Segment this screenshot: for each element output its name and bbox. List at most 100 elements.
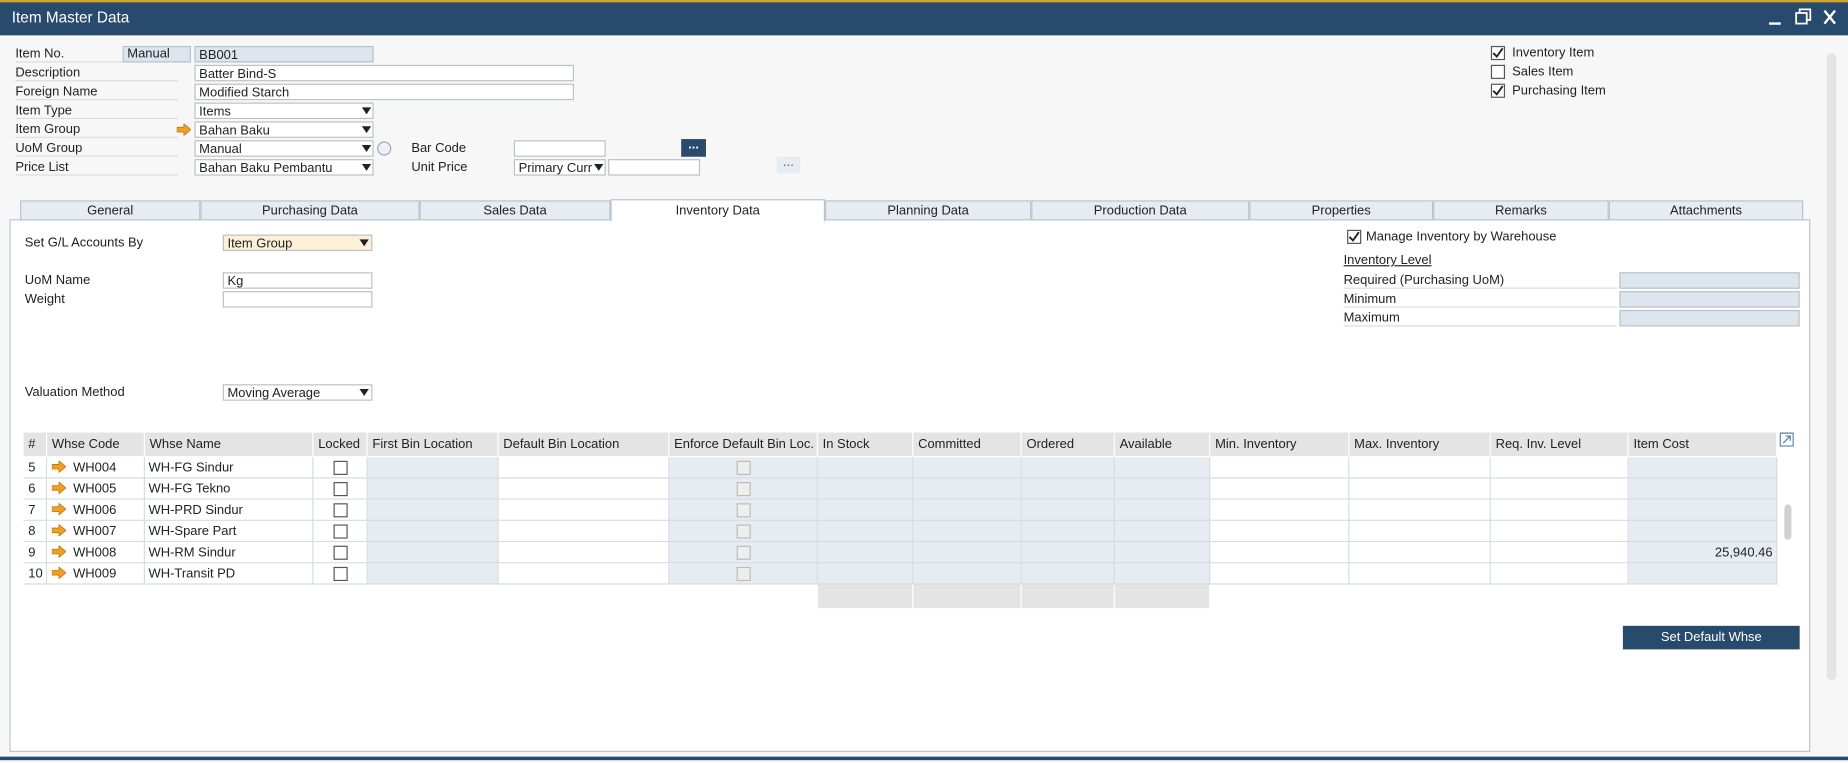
column-header[interactable]: Min. Inventory xyxy=(1210,432,1350,457)
checkbox[interactable] xyxy=(333,503,348,518)
checkbox xyxy=(736,460,751,475)
checkbox[interactable] xyxy=(333,566,348,582)
checkbox[interactable] xyxy=(333,545,348,560)
table-cell xyxy=(1628,520,1778,543)
field-label: Bar Code xyxy=(411,141,467,156)
field-input[interactable]: Manual xyxy=(194,140,374,157)
link-icon[interactable] xyxy=(51,481,67,495)
checkbox[interactable] xyxy=(1490,45,1506,61)
field-input[interactable]: Modified Starch xyxy=(194,83,574,101)
tab[interactable]: Remarks xyxy=(1433,200,1609,221)
link-arrow[interactable] xyxy=(51,566,67,580)
button[interactable]: Set Default Whse xyxy=(1622,625,1800,650)
link-icon[interactable] xyxy=(51,523,67,538)
price-input[interactable] xyxy=(608,159,701,176)
column-header[interactable]: Whse Code xyxy=(47,432,145,457)
link-arrow[interactable] xyxy=(51,523,67,538)
level-input[interactable] xyxy=(1619,272,1800,289)
link-icon[interactable] xyxy=(51,544,67,559)
whse-name: WH-Spare Part xyxy=(148,524,237,539)
bottom-border xyxy=(0,756,1848,761)
checkbox[interactable] xyxy=(333,524,348,539)
level-input[interactable] xyxy=(1619,309,1800,327)
field-input[interactable]: Item Group xyxy=(222,234,373,252)
series-box[interactable]: Manual xyxy=(122,45,191,63)
field-input[interactable]: Moving Average xyxy=(222,384,373,401)
column-header[interactable]: First Bin Location xyxy=(367,432,499,457)
link-icon[interactable] xyxy=(51,502,67,516)
link-arrow[interactable] xyxy=(51,481,67,495)
field-input[interactable]: Bahan Baku Pembantu xyxy=(194,159,374,176)
bar-code-button[interactable]: ... xyxy=(681,139,706,157)
checkbox-label: Inventory Item xyxy=(1512,45,1595,61)
column-header[interactable]: Ordered xyxy=(1021,432,1115,457)
unit-price-button[interactable]: ... xyxy=(776,156,801,174)
level-input[interactable] xyxy=(1619,291,1800,308)
table-cell xyxy=(1628,478,1778,500)
table-cell xyxy=(1210,563,1350,585)
column-header[interactable]: Committed xyxy=(913,432,1022,457)
table-cell xyxy=(817,478,914,500)
column-header[interactable]: Default Bin Location xyxy=(498,432,670,457)
table-cell xyxy=(817,520,914,543)
tab[interactable]: Inventory Data xyxy=(610,199,825,222)
window-controls[interactable] xyxy=(1765,7,1840,28)
link-arrow[interactable] xyxy=(51,502,67,516)
bar-code-input[interactable] xyxy=(513,140,606,157)
column-header[interactable]: Locked xyxy=(313,432,368,457)
field-input[interactable] xyxy=(222,291,373,308)
caret-icon xyxy=(361,163,372,171)
whse-name: WH-PRD Sindur xyxy=(148,503,243,518)
item-no-input[interactable]: BB001 xyxy=(194,45,374,63)
link-icon[interactable] xyxy=(51,566,67,580)
scrollbar[interactable] xyxy=(1826,53,1837,681)
row-number: 7 xyxy=(28,503,36,518)
table-cell xyxy=(1349,563,1491,585)
row-number: 9 xyxy=(28,545,36,560)
field-input[interactable]: Kg xyxy=(222,272,373,289)
tab[interactable]: Attachments xyxy=(1608,200,1804,221)
tab[interactable]: Production Data xyxy=(1031,200,1250,221)
info-icon[interactable] xyxy=(377,141,392,156)
table-cell xyxy=(498,457,670,479)
column-header[interactable]: In Stock xyxy=(817,432,914,457)
table-cell xyxy=(1349,542,1491,564)
tab[interactable]: Planning Data xyxy=(824,200,1032,221)
column-header[interactable]: # xyxy=(23,432,48,457)
tab[interactable]: Sales Data xyxy=(419,200,611,221)
column-header[interactable]: Whse Name xyxy=(144,432,314,457)
checkbox[interactable] xyxy=(1490,83,1506,98)
table-cell xyxy=(1628,499,1778,521)
table-cell xyxy=(144,457,314,479)
checkbox[interactable] xyxy=(333,460,348,475)
column-header[interactable]: Available xyxy=(1114,432,1211,457)
column-header[interactable]: Item Cost xyxy=(1628,432,1778,457)
field-input[interactable]: Bahan Baku xyxy=(194,121,374,138)
checkbox[interactable] xyxy=(1347,229,1362,244)
tab[interactable]: General xyxy=(20,200,201,221)
link-arrow[interactable] xyxy=(51,460,67,474)
link-icon[interactable] xyxy=(51,460,67,474)
table-cell xyxy=(498,478,670,500)
link-arrow[interactable] xyxy=(176,122,192,137)
table-scrollbar[interactable] xyxy=(1784,504,1792,540)
table-cell xyxy=(913,542,1022,564)
tab[interactable]: Properties xyxy=(1249,200,1434,221)
tab[interactable]: Purchasing Data xyxy=(200,200,420,221)
section-title: Inventory Level xyxy=(1343,253,1432,268)
expand-icon[interactable] xyxy=(1779,432,1794,447)
table-cell xyxy=(1114,457,1211,479)
checkbox[interactable] xyxy=(1490,64,1506,79)
field-input[interactable]: Batter Bind-S xyxy=(194,64,574,82)
link-icon[interactable] xyxy=(176,122,192,137)
column-header[interactable]: Enforce Default Bin Loc. xyxy=(669,432,818,457)
whse-code: WH007 xyxy=(73,524,117,539)
column-header[interactable]: Req. Inv. Level xyxy=(1490,432,1629,457)
checkbox[interactable] xyxy=(333,482,348,497)
column-header[interactable]: Max. Inventory xyxy=(1349,432,1491,457)
currency-dropdown[interactable]: Primary Curr xyxy=(513,159,606,176)
table-cell xyxy=(23,542,48,564)
table-cell xyxy=(1210,542,1350,564)
link-arrow[interactable] xyxy=(51,544,67,559)
field-input[interactable]: Items xyxy=(194,102,374,120)
